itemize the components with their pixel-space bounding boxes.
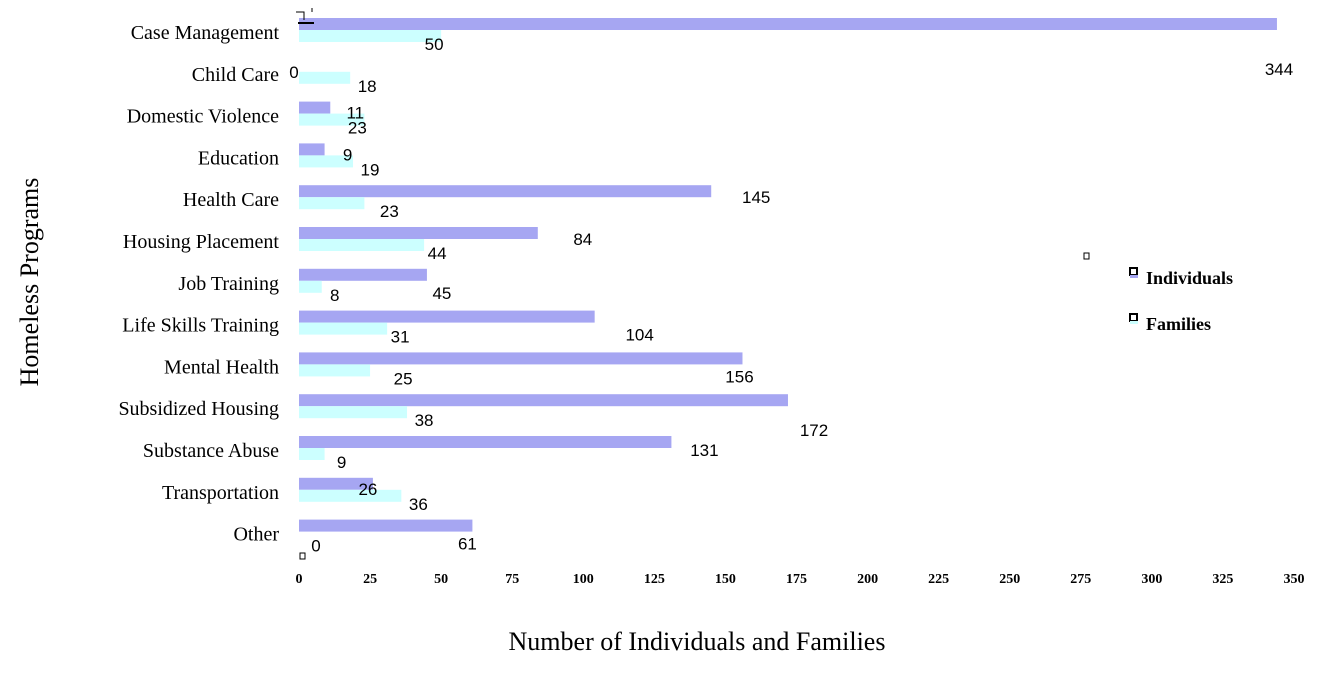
x-tick-label: 200	[857, 572, 878, 587]
category-label: Substance Abuse	[143, 440, 279, 462]
x-tick-label: 300	[1141, 572, 1162, 587]
bar-individuals	[299, 268, 427, 281]
bar-families	[299, 155, 354, 168]
data-label-families: 23	[348, 119, 367, 138]
x-tick-label: 250	[999, 572, 1020, 587]
category-label: Transportation	[162, 482, 279, 504]
x-tick-label: 0	[296, 572, 303, 587]
legend-swatch-families	[1129, 313, 1138, 322]
category-label: Job Training	[178, 273, 279, 295]
y-axis-title: Homeless Programs	[15, 178, 44, 387]
x-tick-label: 350	[1284, 572, 1305, 587]
bar-individuals	[299, 18, 1277, 30]
bar-families	[299, 322, 388, 335]
category-label: Subsidized Housing	[118, 398, 279, 420]
bar-families	[299, 406, 408, 419]
corner-marker-top	[296, 8, 314, 24]
x-tick-label: 75	[505, 572, 519, 587]
category-label: Housing Placement	[123, 231, 280, 253]
category-label: Life Skills Training	[122, 315, 279, 337]
data-label-families: 9	[337, 453, 346, 472]
bar-families	[299, 30, 442, 42]
x-tick-label: 175	[786, 572, 807, 587]
bar-families	[299, 448, 325, 460]
bar-individuals	[299, 143, 325, 156]
x-tick-label: 125	[644, 572, 665, 587]
data-label-families: 8	[330, 286, 339, 305]
bar-families	[299, 489, 402, 502]
data-label-individuals: 145	[742, 188, 770, 207]
legend-frame-marker	[1083, 252, 1090, 260]
data-label-individuals: 26	[358, 480, 377, 499]
x-tick-label: 100	[573, 572, 594, 587]
legend-item-families: Families	[1129, 313, 1211, 334]
x-tick-label: 225	[928, 572, 949, 587]
bar-individuals	[299, 394, 788, 407]
category-label: Health Care	[183, 189, 279, 211]
data-label-individuals: 156	[725, 367, 753, 386]
data-label-individuals: 172	[800, 421, 828, 440]
data-label-families: 31	[391, 328, 410, 347]
x-tick-label: 150	[715, 572, 736, 587]
bar-families	[299, 71, 351, 84]
bar-families	[299, 364, 371, 377]
data-label-families: 18	[358, 77, 377, 96]
data-label-families: 50	[425, 35, 444, 54]
data-label-individuals: 11	[346, 104, 364, 123]
data-label-families: 19	[361, 160, 380, 179]
bars-group	[299, 18, 1277, 532]
legend-label-individuals: Individuals	[1146, 268, 1233, 288]
data-label-individuals: 61	[458, 535, 477, 554]
data-label-individuals: 104	[625, 326, 653, 345]
data-label-individuals: 344	[1265, 60, 1293, 79]
x-tick-label: 275	[1070, 572, 1091, 587]
data-label-individuals: 131	[690, 441, 718, 460]
legend: Individuals Families	[1083, 252, 1233, 334]
data-label-families: 23	[380, 202, 399, 221]
data-label-families: 0	[311, 537, 320, 556]
bar-individuals	[299, 101, 331, 114]
bar-individuals	[299, 185, 712, 198]
category-labels-group: Case Management Child Care Domestic Violen…	[118, 22, 279, 546]
bar-individuals	[299, 352, 743, 365]
category-label: Domestic Violence	[127, 106, 279, 128]
bar-families	[299, 239, 425, 251]
data-label-families: 25	[394, 369, 413, 388]
bar-individuals	[299, 436, 672, 448]
data-label-families: 44	[428, 244, 447, 263]
category-label: Other	[233, 524, 279, 546]
bar-individuals	[299, 477, 373, 490]
data-label-individuals: 0	[289, 63, 298, 82]
legend-swatch-fill-individuals	[1130, 275, 1138, 278]
legend-item-individuals: Individuals	[1129, 267, 1233, 288]
category-label: Education	[198, 147, 279, 169]
x-tick-label: 25	[363, 572, 377, 587]
data-label-individuals: 84	[573, 230, 592, 249]
bar-individuals	[299, 310, 595, 323]
bar-families	[299, 197, 365, 210]
data-label-families: 36	[409, 495, 428, 514]
data-label-individuals: 45	[432, 284, 451, 303]
legend-swatch-fill-families	[1130, 321, 1138, 324]
x-axis-title: Number of Individuals and Families	[509, 627, 886, 656]
bar-families	[299, 113, 365, 126]
legend-swatch-individuals	[1129, 267, 1138, 276]
category-label: Mental Health	[164, 356, 279, 378]
category-label: Child Care	[192, 64, 279, 86]
data-label-families: 38	[415, 411, 434, 430]
data-label-individuals: 9	[343, 145, 352, 164]
bar-individuals	[299, 227, 538, 239]
category-label: Case Management	[131, 22, 280, 44]
bar-families	[299, 280, 322, 293]
x-tick-labels-group: 0 25 50 75 100 125 150 175 200 225 250 275 300 325 350	[296, 572, 1305, 587]
corner-marker-bottom	[299, 552, 306, 560]
x-tick-label: 325	[1212, 572, 1233, 587]
legend-label-families: Families	[1146, 314, 1211, 334]
x-tick-label: 50	[434, 572, 448, 587]
data-labels-group: 3445001811239191452384444581043115625172…	[289, 35, 1293, 556]
bar-individuals	[299, 519, 473, 532]
